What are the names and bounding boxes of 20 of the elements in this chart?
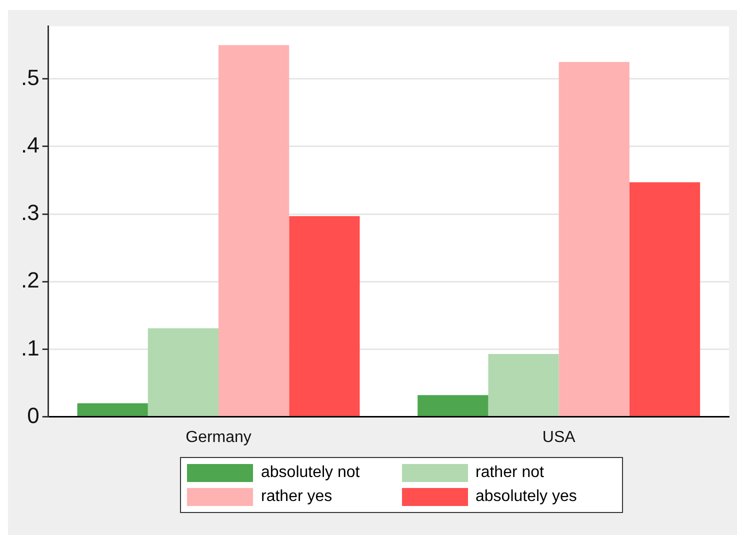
- bar: [558, 62, 630, 416]
- y-tick-label: .5: [20, 64, 40, 90]
- legend-label: absolutely not: [261, 464, 360, 482]
- x-tick-label: Germany: [186, 428, 252, 446]
- legend-label: rather not: [476, 464, 544, 482]
- bar: [77, 403, 148, 416]
- bar: [418, 395, 488, 416]
- y-tick-label: .4: [20, 132, 40, 158]
- y-tick-label: .2: [20, 268, 40, 293]
- bar: [218, 45, 290, 416]
- legend-label: absolutely yes: [476, 488, 577, 506]
- bar: [629, 182, 700, 416]
- legend-label: rather yes: [261, 488, 332, 506]
- y-tick-label: .1: [20, 335, 40, 360]
- y-tick-label: .3: [20, 200, 40, 226]
- x-tick-label: USA: [542, 428, 576, 446]
- bar: [488, 354, 559, 416]
- bar: [148, 328, 219, 416]
- y-tick-label: 0: [27, 402, 40, 428]
- bar: [289, 216, 360, 416]
